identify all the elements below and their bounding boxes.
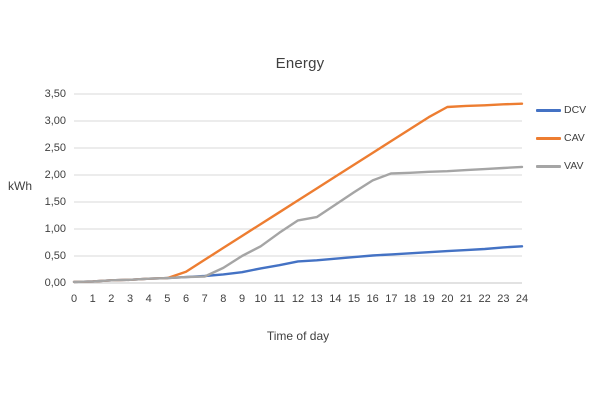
y-tick-label: 3,50 (44, 88, 66, 100)
x-tick-label: 20 (441, 293, 454, 305)
legend-item-vav: VAV (536, 152, 586, 180)
x-tick-label: 11 (273, 293, 286, 305)
series-line-vav (72, 165, 524, 284)
dcv-line-swatch-icon (536, 108, 561, 112)
x-tick-label: 21 (459, 293, 473, 305)
x-tick-label: 16 (366, 293, 379, 305)
x-tick-label: 2 (108, 293, 115, 305)
series-line-dcv (72, 245, 524, 284)
x-tick-label: 7 (201, 293, 208, 305)
x-tick-label: 22 (478, 293, 491, 305)
x-tick-label: 6 (182, 293, 190, 305)
x-tick-label: 1 (89, 293, 96, 305)
y-tick-label: 2,50 (44, 142, 66, 154)
x-tick-label: 13 (310, 293, 323, 305)
legend: DCV CAV VAV (536, 96, 586, 180)
y-tick-label: 1,50 (44, 196, 66, 208)
y-tick-label: 2,00 (44, 169, 66, 181)
y-tick-label: 0,50 (44, 250, 66, 262)
chart-title: Energy (275, 55, 325, 72)
legend-label-vav: VAV (564, 160, 584, 172)
legend-label-dcv: DCV (564, 104, 587, 116)
x-tick-label: 3 (126, 293, 134, 305)
vav-line-swatch-icon (536, 164, 561, 168)
series-line-cav (72, 102, 524, 284)
x-tick-label: 24 (515, 293, 529, 305)
x-tick-label: 12 (291, 293, 305, 305)
legend-item-cav: CAV (536, 124, 586, 152)
y-tick-label: 1,00 (44, 223, 66, 235)
cav-line-swatch-icon (536, 136, 561, 140)
x-tick-label: 8 (220, 293, 227, 305)
y-tick-label: 3,00 (44, 115, 66, 127)
x-tick-label: 14 (329, 293, 342, 305)
y-tick-label: 0,00 (44, 277, 66, 289)
x-tick-label: 17 (385, 293, 398, 305)
x-tick-label: 0 (70, 293, 78, 305)
legend-label-cav: CAV (564, 132, 585, 144)
y-axis-unit-label: kWh (8, 179, 32, 193)
x-tick-label: 23 (497, 293, 510, 305)
x-tick-label: 15 (347, 293, 361, 305)
x-axis-title: Time of day (266, 329, 330, 343)
x-tick-label: 18 (403, 293, 417, 305)
x-tick-label: 9 (238, 293, 246, 305)
x-tick-label: 19 (422, 293, 435, 305)
x-tick-label: 5 (164, 293, 171, 305)
x-tick-label: 4 (145, 293, 152, 305)
legend-item-dcv: DCV (536, 96, 586, 124)
x-tick-label: 10 (254, 293, 267, 305)
